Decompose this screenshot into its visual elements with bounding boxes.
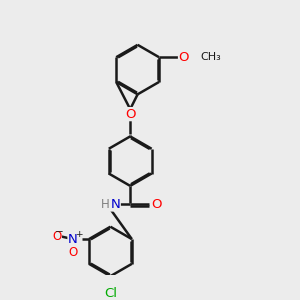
Text: N: N — [68, 232, 78, 246]
Text: O: O — [125, 108, 136, 121]
Text: O: O — [68, 246, 77, 259]
Text: +: + — [75, 230, 82, 238]
Text: H: H — [101, 198, 110, 211]
Text: N: N — [110, 198, 120, 211]
Text: O: O — [151, 198, 161, 211]
Text: O: O — [52, 230, 62, 243]
Text: CH₃: CH₃ — [200, 52, 220, 62]
Text: −: − — [54, 227, 63, 237]
Text: O: O — [178, 51, 189, 64]
Text: Cl: Cl — [104, 287, 117, 300]
